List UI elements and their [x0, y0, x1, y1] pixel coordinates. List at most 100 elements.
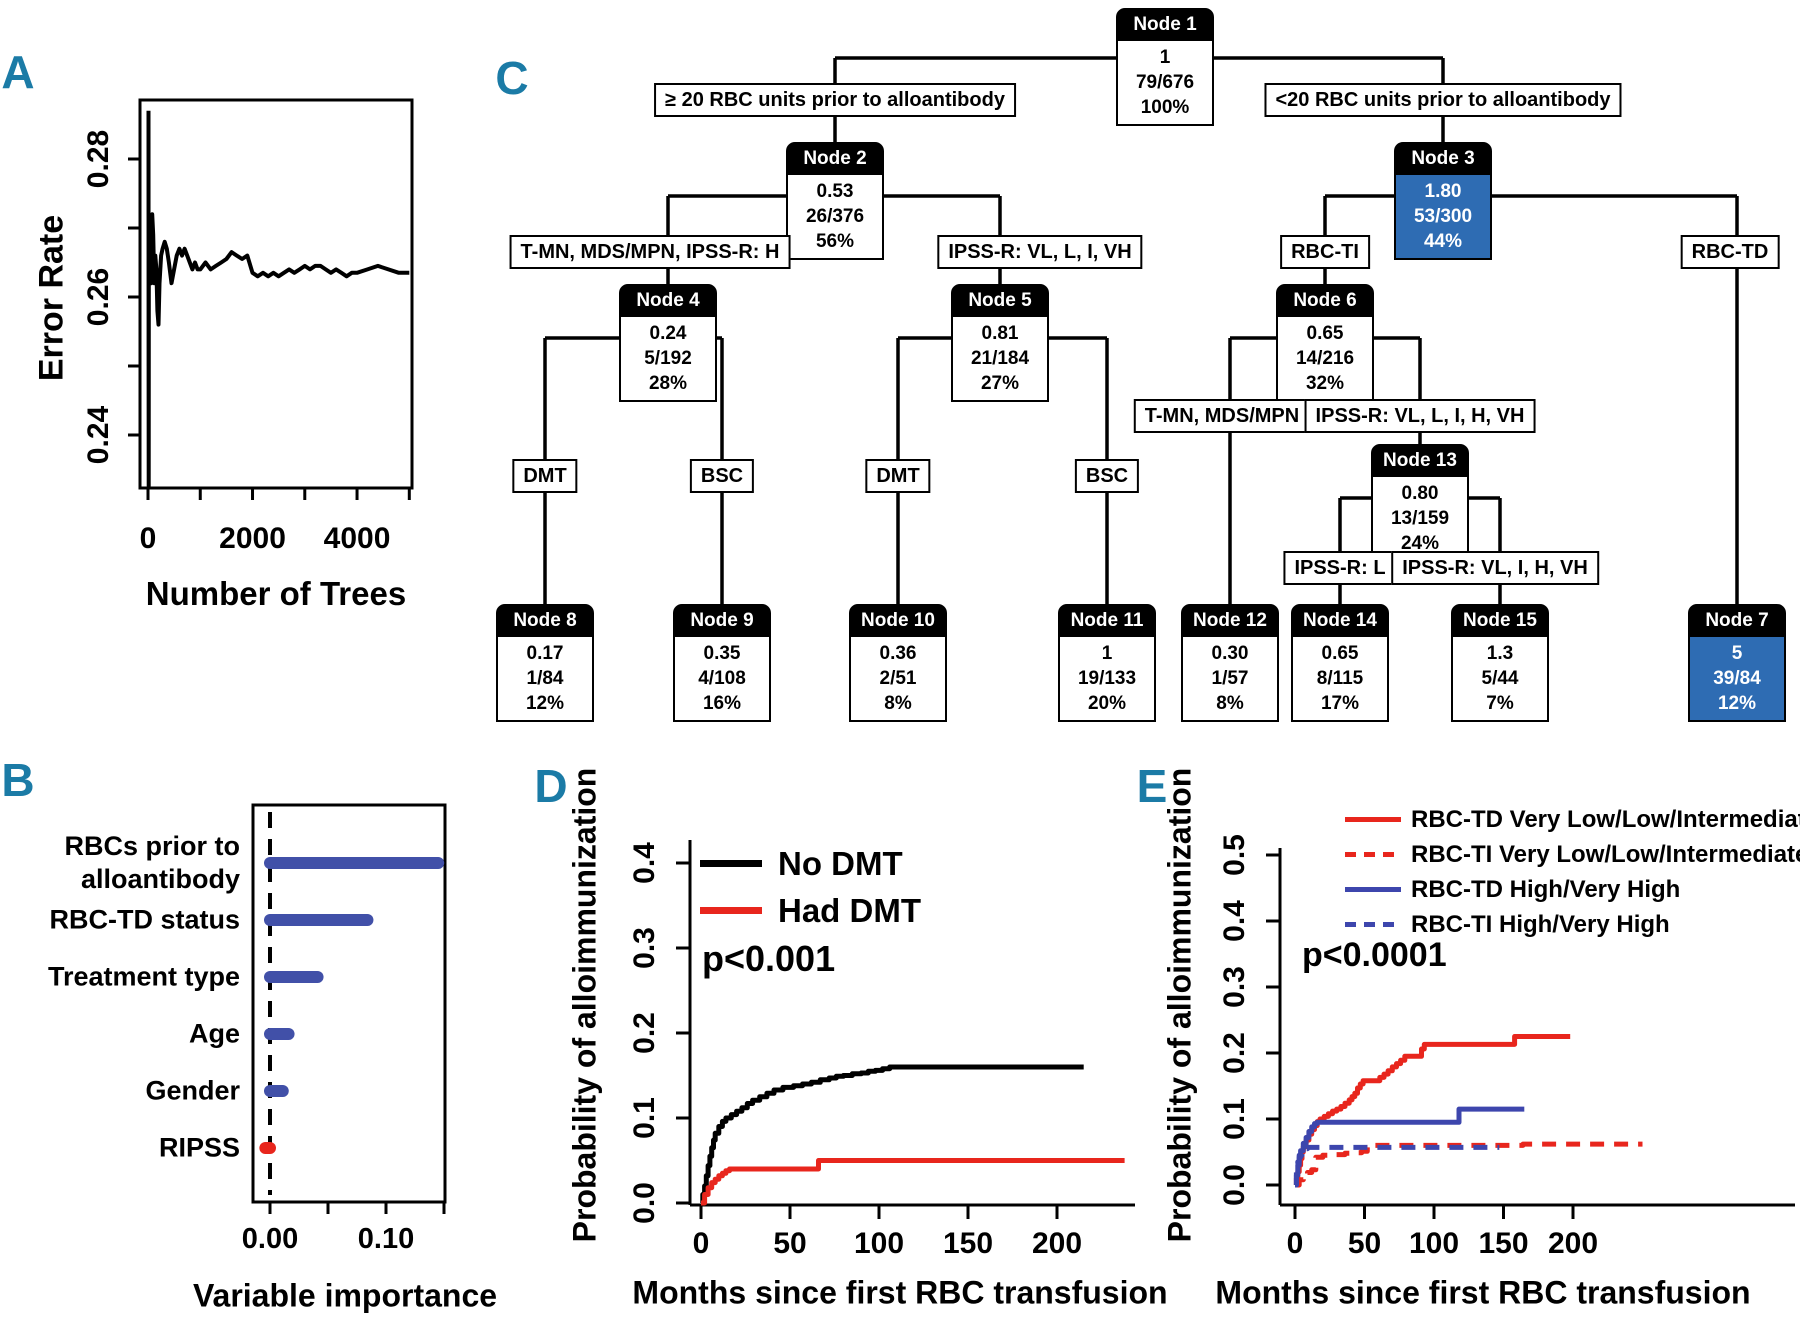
panel-e-x-tick-label: 0 [1287, 1227, 1304, 1260]
tree-node-values: 0.30 1/57 8% [1181, 637, 1279, 722]
tree-edge-label-ipssr_l: IPSS-R: L [1283, 551, 1397, 585]
tree-node-values: 1.3 5/44 7% [1451, 637, 1549, 722]
panel-e-curve-rbc-td-high-very-high [1293, 1106, 1525, 1188]
tree-node-n3: Node 3 1.80 53/300 44% [1394, 142, 1492, 260]
tree-node-value: 0.36 [879, 643, 917, 664]
panel-b-category-6: RIPSS [158, 1132, 240, 1163]
panel-b-category-2: RBC-TD status [49, 904, 240, 935]
tree-node-value: 1/84 [526, 668, 564, 689]
tree-node-value: 0.65 [1306, 323, 1344, 344]
panel-e-xlabel: Months since first RBC transfusion [1215, 1274, 1751, 1311]
legend-row: Had DMT [700, 887, 921, 934]
tree-node-value: 7% [1486, 693, 1514, 714]
tree-node-value: 2/51 [879, 668, 917, 689]
tree-node-value: 24% [1400, 533, 1440, 554]
tree-node-title: Node 2 [786, 142, 884, 175]
tree-node-value: 8/115 [1316, 668, 1364, 689]
tree-node-n4: Node 4 0.24 5/192 28% [619, 284, 717, 402]
tree-node-n15: Node 15 1.3 5/44 7% [1451, 604, 1549, 722]
tree-node-values: 1 19/133 20% [1058, 637, 1156, 722]
panel-e-ylabel: Probability of alloimmunization [1161, 767, 1198, 1243]
tree-node-value: 8% [884, 693, 912, 714]
tree-node-value: 0.53 [816, 181, 854, 202]
panel-b-xlabel: Variable importance [192, 1277, 498, 1314]
legend-row: RBC-TD Very Low/Low/Intermediate [1345, 802, 1800, 837]
panel-d-xlabel: Months since first RBC transfusion [632, 1274, 1168, 1311]
tree-node-values: 1 79/676 100% [1116, 41, 1214, 126]
legend-line-swatch [700, 907, 762, 914]
tree-node-value: 0.17 [526, 643, 564, 664]
panel-b-x-tick-label: 0.00 [242, 1223, 298, 1255]
panel-e-x-tick-label: 200 [1548, 1227, 1598, 1260]
tree-node-values: 0.36 2/51 8% [849, 637, 947, 722]
panel-a-x-tick-label: 4000 [324, 522, 391, 555]
tree-node-n1: Node 1 1 79/676 100% [1116, 8, 1214, 126]
panel-d-x-tick-label: 200 [1032, 1227, 1082, 1260]
panel-e-x-tick-label: 50 [1348, 1227, 1381, 1260]
legend-label: No DMT [778, 844, 903, 882]
tree-node-value: 5/44 [1481, 668, 1519, 689]
panel-e-y-tick-label: 0.3 [1218, 966, 1251, 1008]
tree-node-values: 0.53 26/376 56% [786, 175, 884, 260]
legend-label: RBC-TI Very Low/Low/Intermediate [1411, 840, 1800, 868]
tree-node-title: Node 6 [1276, 284, 1374, 317]
tree-node-title: Node 7 [1688, 604, 1786, 637]
tree-node-value: 20% [1087, 693, 1127, 714]
panel-a-ylabel: Error Rate [32, 214, 71, 382]
tree-node-value: 32% [1305, 373, 1345, 394]
panel-e-legend: RBC-TD Very Low/Low/Intermediate RBC-TI V… [1345, 802, 1800, 942]
tree-edge-label-rbc_td: RBC-TD [1680, 235, 1780, 269]
tree-node-value: 56% [815, 231, 855, 252]
panel-d-x-tick-label: 0 [693, 1227, 710, 1260]
tree-node-value: 19/133 [1077, 668, 1137, 689]
panel-e-y-tick-label: 0.5 [1218, 834, 1251, 876]
panel-d-y-tick-label: 0.4 [628, 842, 661, 884]
legend-line-swatch [1345, 887, 1401, 892]
panel-d-x-tick-label: 150 [943, 1227, 993, 1260]
tree-node-title: Node 12 [1181, 604, 1279, 637]
tree-node-n12: Node 12 0.30 1/57 8% [1181, 604, 1279, 722]
tree-node-value: 1.80 [1424, 181, 1462, 202]
panel-e-x-tick-label: 150 [1478, 1227, 1528, 1260]
tree-edge-label-tmn_mdsmpn: T-MN, MDS/MPN [1133, 399, 1311, 433]
panel-e-y-tick-label: 0.2 [1218, 1032, 1251, 1074]
panel-b-category-4: Age [188, 1018, 240, 1049]
tree-node-value: 1/57 [1211, 668, 1249, 689]
panel-e-curve-rbc-ti-very-low-low-intermediate [1295, 1141, 1643, 1188]
tree-edge-label-ipssr_vl_i_h_vh: IPSS-R: VL, I, H, VH [1391, 551, 1599, 585]
tree-node-values: 0.35 4/108 16% [673, 637, 771, 722]
tree-node-title: Node 8 [496, 604, 594, 637]
tree-node-value: 44% [1423, 231, 1463, 252]
panel-b-category-5: Gender [145, 1075, 240, 1106]
tree-node-n8: Node 8 0.17 1/84 12% [496, 604, 594, 722]
panel-a-plot-box [138, 98, 414, 490]
panel-d-ylabel: Probability of alloimmunization [566, 767, 603, 1243]
tree-node-value: 5/192 [644, 348, 692, 369]
panel-letter-d: D [534, 760, 568, 812]
panel-d-x-tick-label: 50 [773, 1227, 806, 1260]
tree-node-n9: Node 9 0.35 4/108 16% [673, 604, 771, 722]
tree-node-value: 13/159 [1390, 508, 1450, 529]
legend-row: RBC-TI High/Very High [1345, 907, 1800, 942]
panel-d-y-tick-label: 0.1 [628, 1097, 661, 1139]
tree-edge-label-dmt_mid: DMT [865, 459, 931, 493]
tree-node-title: Node 10 [849, 604, 947, 637]
tree-node-n2: Node 2 0.53 26/376 56% [786, 142, 884, 260]
tree-edge-label-dmt_left: DMT [512, 459, 578, 493]
panel-b-category-3: Treatment type [47, 961, 240, 992]
panel-a-y-tick-label: 0.24 [82, 405, 115, 464]
tree-node-value: 39/84 [1713, 668, 1761, 689]
tree-node-value: 0.65 [1321, 643, 1359, 664]
tree-node-value: 0.81 [981, 323, 1019, 344]
tree-node-value: 16% [702, 693, 742, 714]
tree-edge-label-tmn_h: T-MN, MDS/MPN, IPSS-R: H [509, 235, 791, 269]
tree-edge-label-bsc_mid: BSC [1074, 459, 1140, 493]
legend-label: RBC-TI High/Very High [1411, 910, 1670, 938]
tree-node-title: Node 3 [1394, 142, 1492, 175]
tree-node-value: 0.35 [703, 643, 741, 664]
tree-node-title: Node 1 [1116, 8, 1214, 41]
legend-row: RBC-TD High/Very High [1345, 872, 1800, 907]
tree-node-n13: Node 13 0.80 13/159 24% [1371, 444, 1469, 562]
tree-edge-label-lt20: <20 RBC units prior to alloantibody [1264, 83, 1622, 117]
